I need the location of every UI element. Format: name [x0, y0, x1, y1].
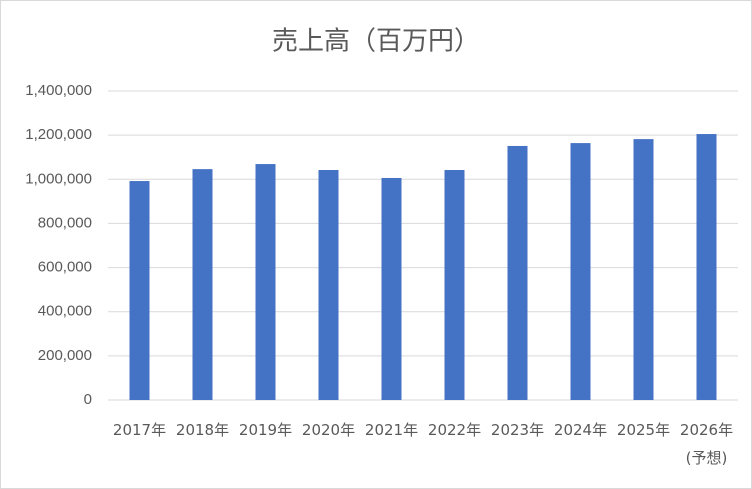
bar [633, 139, 654, 400]
y-tick-label: 800,000 [38, 214, 92, 231]
bar [381, 177, 402, 400]
chart-title: 売上高（百万円） [272, 27, 480, 57]
bar [255, 164, 276, 400]
y-tick-label: 0 [84, 391, 92, 408]
x-tick-label: 2024年 [553, 421, 608, 439]
bar [444, 170, 465, 400]
y-tick-label: 200,000 [38, 347, 92, 364]
x-tick-label: 2020年 [301, 421, 356, 439]
y-tick-label: 1,200,000 [25, 126, 92, 143]
bar [129, 181, 150, 400]
bar [696, 134, 717, 400]
bar [318, 170, 339, 400]
x-tick-label: 2023年 [490, 421, 545, 439]
x-tick-label: 2018年 [175, 421, 230, 439]
bar [507, 145, 528, 400]
y-tick-label: 1,000,000 [25, 170, 92, 187]
x-tick-label: 2026年(予想) [679, 421, 734, 467]
x-tick-label: 2017年 [112, 421, 167, 439]
x-tick-label: 2025年 [616, 421, 671, 439]
y-tick-label: 400,000 [38, 303, 92, 320]
bar [192, 169, 213, 400]
x-tick-label: 2019年 [238, 421, 293, 439]
y-tick-label: 1,400,000 [25, 82, 92, 99]
x-tick-label: 2021年 [364, 421, 419, 439]
x-tick-label: 2022年 [427, 421, 482, 439]
bar [570, 143, 591, 401]
y-tick-label: 600,000 [38, 259, 92, 276]
